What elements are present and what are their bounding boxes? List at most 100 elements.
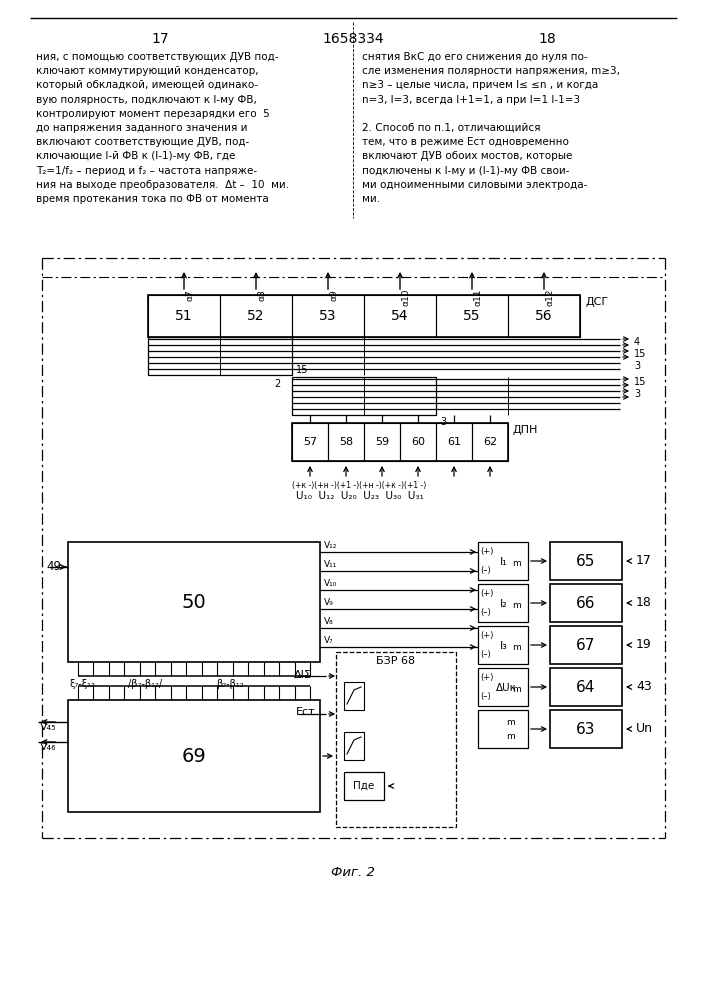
Text: (+): (+) (480, 547, 493, 556)
Text: ΔIΣ: ΔIΣ (294, 670, 312, 680)
Text: 64: 64 (576, 680, 596, 694)
Text: V₄₅: V₄₅ (40, 722, 57, 732)
Text: T₂=1/f₂ – период и f₂ – частота напряже-: T₂=1/f₂ – период и f₂ – частота напряже- (36, 166, 257, 176)
Text: 15: 15 (634, 377, 646, 387)
Text: α11: α11 (474, 289, 483, 306)
Bar (364, 295, 436, 337)
Text: тем, что в режиме Eст одновременно: тем, что в режиме Eст одновременно (362, 137, 569, 147)
Text: 57: 57 (303, 437, 317, 447)
Text: 18: 18 (538, 32, 556, 46)
Text: контролируют момент перезарядки его  5: контролируют момент перезарядки его 5 (36, 109, 270, 119)
Text: I₁: I₁ (500, 557, 508, 567)
Bar (400, 423, 436, 461)
Text: m: m (512, 685, 521, 694)
Bar (292, 377, 436, 415)
Bar (292, 423, 328, 461)
Text: Un: Un (636, 722, 653, 736)
Text: БЗР 68: БЗР 68 (376, 656, 416, 666)
Text: 60: 60 (411, 437, 425, 447)
Bar (550, 584, 622, 622)
Bar (478, 626, 528, 664)
Text: 15: 15 (634, 349, 646, 359)
Text: 51: 51 (175, 309, 193, 323)
Text: 58: 58 (339, 437, 353, 447)
Text: α7: α7 (186, 289, 195, 301)
Bar (436, 295, 508, 337)
Text: 56: 56 (535, 309, 553, 323)
Text: V₁₁: V₁₁ (324, 560, 337, 569)
Text: 59: 59 (375, 437, 389, 447)
Text: 19: 19 (636, 639, 652, 652)
Text: до напряжения заданного значения и: до напряжения заданного значения и (36, 123, 247, 133)
Bar (292, 295, 364, 337)
Text: U₁₀  U₁₂  U₂₀  U₂₃  U₃₀  U₃₁: U₁₀ U₁₂ U₂₀ U₂₃ U₃₀ U₃₁ (296, 491, 423, 501)
Text: (+к -)(+н -)(+1 -)(+н -)(+к -)(+1 -): (+к -)(+н -)(+1 -)(+н -)(+к -)(+1 -) (292, 481, 426, 490)
Text: время протекания тока по ФВ от момента: время протекания тока по ФВ от момента (36, 194, 269, 204)
Text: V₁₂: V₁₂ (324, 541, 337, 550)
Bar (148, 295, 580, 337)
Text: 54: 54 (391, 309, 409, 323)
Text: 3: 3 (440, 417, 446, 427)
Text: m: m (506, 718, 515, 727)
Text: α8: α8 (258, 289, 267, 301)
Text: (–): (–) (480, 608, 491, 617)
Text: (–): (–) (480, 650, 491, 659)
Text: 18: 18 (636, 596, 652, 609)
Text: m: m (512, 601, 521, 610)
Bar (68, 700, 320, 812)
Text: 53: 53 (320, 309, 337, 323)
Bar (220, 295, 292, 337)
Text: 15: 15 (296, 365, 308, 375)
Text: ми.: ми. (362, 194, 380, 204)
Bar (148, 295, 220, 337)
Text: ключают коммутирующий конденсатор,: ключают коммутирующий конденсатор, (36, 66, 259, 76)
Text: 50: 50 (182, 592, 206, 611)
Text: (+): (+) (480, 631, 493, 640)
Bar (550, 542, 622, 580)
Text: α10: α10 (402, 289, 411, 306)
Text: ния, с помощью соответствующих ДУВ под-: ния, с помощью соответствующих ДУВ под- (36, 52, 279, 62)
Text: (+): (+) (480, 589, 493, 598)
Text: 2. Способ по п.1, отличающийся: 2. Способ по п.1, отличающийся (362, 123, 540, 133)
Bar (344, 682, 364, 710)
Text: /β₇-β₁₂/: /β₇-β₁₂/ (128, 679, 162, 689)
Text: 4: 4 (634, 337, 640, 347)
Text: 2: 2 (274, 379, 280, 389)
Text: который обкладкой, имеющей одинако-: который обкладкой, имеющей одинако- (36, 80, 258, 90)
Text: α12: α12 (546, 289, 555, 306)
Text: 63: 63 (576, 722, 596, 736)
Bar (508, 295, 580, 337)
Bar (550, 668, 622, 706)
Text: m: m (506, 732, 515, 741)
Text: V₉: V₉ (324, 598, 334, 607)
Text: 1658334: 1658334 (322, 32, 384, 46)
Bar (550, 710, 622, 748)
Text: ключающие I-й ФВ к (I-1)-му ФВ, где: ключающие I-й ФВ к (I-1)-му ФВ, где (36, 151, 235, 161)
Bar (478, 668, 528, 706)
Text: 61: 61 (447, 437, 461, 447)
Text: 55: 55 (463, 309, 481, 323)
Text: α9: α9 (330, 289, 339, 301)
Text: 17: 17 (636, 554, 652, 568)
Bar (68, 542, 320, 662)
Bar (328, 423, 364, 461)
Bar (472, 423, 508, 461)
Text: m: m (512, 559, 521, 568)
Text: β₇-β₁₂: β₇-β₁₂ (216, 679, 244, 689)
Text: включают соответствующие ДУВ, под-: включают соответствующие ДУВ, под- (36, 137, 250, 147)
Text: ΔUк: ΔUк (496, 683, 517, 693)
Text: ДСГ: ДСГ (586, 297, 609, 307)
Text: V₈: V₈ (324, 617, 334, 626)
Bar (550, 626, 622, 664)
Text: m: m (512, 643, 521, 652)
Text: вую полярность, подключают к I-му ФВ,: вую полярность, подключают к I-му ФВ, (36, 95, 257, 105)
Text: 65: 65 (576, 554, 596, 568)
Text: 49: 49 (46, 560, 61, 573)
Text: 67: 67 (576, 638, 596, 652)
Bar (292, 423, 508, 461)
Text: 52: 52 (247, 309, 264, 323)
Text: 43: 43 (636, 680, 652, 694)
Text: ξ₇-ξ₁₂: ξ₇-ξ₁₂ (70, 679, 96, 689)
Text: ДПН: ДПН (513, 425, 538, 435)
Bar (364, 423, 400, 461)
